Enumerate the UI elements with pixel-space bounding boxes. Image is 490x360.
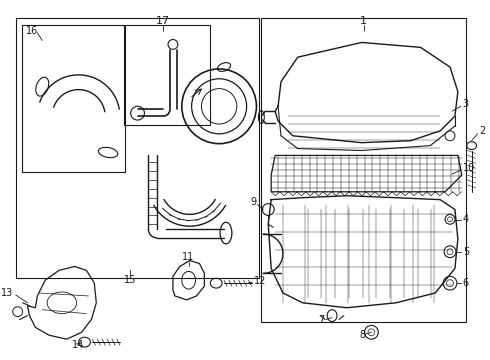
Bar [261,18,466,323]
Bar [124,25,210,125]
Text: 6: 6 [463,278,469,288]
Text: 12: 12 [253,276,266,286]
Text: 11: 11 [182,252,194,262]
Bar [22,25,125,172]
Text: 7: 7 [318,315,324,324]
Text: 17: 17 [156,16,170,26]
Text: 4: 4 [463,214,469,224]
Text: 3: 3 [463,99,469,109]
Text: 2: 2 [480,126,486,136]
Text: 5: 5 [463,247,469,257]
Text: 10: 10 [463,163,475,173]
Text: 13: 13 [0,288,13,298]
Text: 14: 14 [72,340,84,350]
Text: 8: 8 [360,330,366,340]
Text: 9: 9 [250,197,256,207]
Text: 16: 16 [25,26,38,36]
Text: 15: 15 [123,275,136,285]
Text: 1: 1 [360,16,367,26]
Bar [16,18,259,278]
